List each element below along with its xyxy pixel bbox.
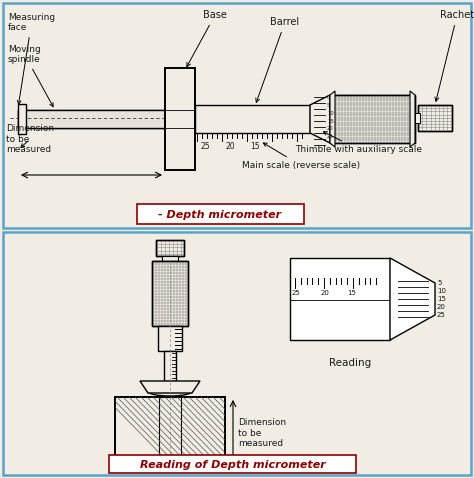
Bar bbox=[156, 240, 184, 256]
Polygon shape bbox=[410, 91, 415, 147]
Bar bbox=[195, 105, 310, 133]
Text: 25: 25 bbox=[292, 290, 301, 296]
Text: 10: 10 bbox=[437, 288, 446, 294]
Bar bbox=[3, 3, 471, 228]
FancyBboxPatch shape bbox=[109, 455, 356, 473]
Text: 15: 15 bbox=[327, 119, 334, 123]
Text: 15: 15 bbox=[250, 142, 260, 151]
Ellipse shape bbox=[147, 386, 192, 396]
Text: Barrel: Barrel bbox=[256, 17, 300, 102]
Text: 5: 5 bbox=[327, 102, 330, 108]
Text: Thimble with auxiliary scale: Thimble with auxiliary scale bbox=[295, 132, 422, 154]
Bar bbox=[290, 258, 390, 340]
Text: Main scale (reverse scale): Main scale (reverse scale) bbox=[242, 143, 360, 170]
Text: 25: 25 bbox=[327, 134, 334, 140]
Text: Measuring
face: Measuring face bbox=[8, 12, 55, 104]
FancyBboxPatch shape bbox=[137, 204, 304, 224]
Polygon shape bbox=[140, 381, 200, 393]
Bar bbox=[18, 120, 165, 128]
Text: Reading of Depth micrometer: Reading of Depth micrometer bbox=[140, 460, 326, 470]
Text: 20: 20 bbox=[225, 142, 235, 151]
Text: 25: 25 bbox=[200, 142, 210, 151]
Text: 20: 20 bbox=[327, 127, 334, 131]
Bar bbox=[158, 326, 182, 351]
Text: - Depth micrometer: - Depth micrometer bbox=[158, 210, 282, 220]
Bar bbox=[418, 105, 452, 131]
Bar bbox=[330, 95, 415, 143]
Bar bbox=[156, 240, 184, 256]
Bar bbox=[3, 232, 471, 475]
Polygon shape bbox=[390, 258, 435, 340]
Bar bbox=[152, 261, 188, 326]
Bar bbox=[18, 104, 26, 134]
Bar bbox=[164, 351, 176, 381]
Polygon shape bbox=[310, 95, 330, 143]
Text: 15: 15 bbox=[437, 296, 446, 302]
Text: 20: 20 bbox=[437, 304, 446, 310]
Text: 15: 15 bbox=[347, 290, 356, 296]
Bar bbox=[415, 113, 420, 123]
Polygon shape bbox=[165, 68, 195, 170]
Text: 20: 20 bbox=[320, 290, 329, 296]
Text: Dimension
to be
measured: Dimension to be measured bbox=[238, 418, 286, 448]
Text: 0: 0 bbox=[327, 95, 330, 99]
Bar bbox=[162, 256, 178, 261]
Text: Moving
spindle: Moving spindle bbox=[8, 44, 53, 107]
Text: 5: 5 bbox=[437, 280, 441, 286]
Bar bbox=[330, 95, 415, 143]
Bar bbox=[115, 397, 225, 469]
Text: 25: 25 bbox=[437, 312, 446, 318]
Bar bbox=[159, 397, 181, 469]
Text: Dimension
to be
measured: Dimension to be measured bbox=[6, 124, 54, 154]
Polygon shape bbox=[330, 91, 335, 147]
Bar bbox=[115, 397, 225, 469]
Text: Rachet: Rachet bbox=[435, 10, 474, 101]
Bar bbox=[115, 397, 225, 469]
Text: 10: 10 bbox=[327, 110, 334, 116]
Bar bbox=[152, 261, 188, 326]
Bar bbox=[418, 105, 452, 131]
Text: Reading: Reading bbox=[329, 358, 371, 368]
Text: Base: Base bbox=[187, 10, 227, 66]
Bar bbox=[18, 110, 165, 128]
Bar bbox=[18, 110, 165, 118]
